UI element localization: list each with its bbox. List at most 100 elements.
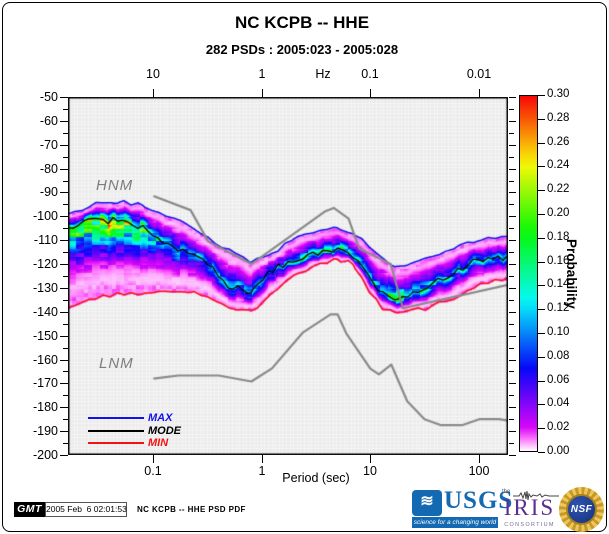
colorbar-tick [538,380,545,382]
y-axis-tick-right [509,394,514,396]
y-axis-tick [60,287,68,289]
y-axis-tick [63,323,68,325]
y-axis-tick [63,108,68,110]
y-axis-tick [63,418,68,420]
y-axis-tick-right [509,442,514,444]
y-axis-tick [60,311,68,313]
y-axis-tick-right [509,96,516,98]
usgs-tagline: science for a changing world [412,517,498,528]
y-axis-tick-right [509,370,514,372]
y-tick-label: -130 [32,281,58,295]
top-tick-label: 1 [258,67,266,81]
colorbar-tick [538,189,545,191]
top-axis-tick [478,89,480,97]
colorbar-tick-label: 0.04 [547,397,570,409]
y-tick-label: -110 [33,233,58,247]
legend-label-min: MIN [148,437,169,449]
y-axis-tick [63,180,68,182]
colorbar-tick [538,427,545,429]
y-axis-tick-right [509,215,516,217]
legend-line-max [88,417,144,419]
y-axis-tick [60,120,68,122]
y-axis-tick [63,442,68,444]
iris-consortium: CONSORTIUM [504,522,555,528]
pdf-heatmap-canvas [68,97,508,455]
colorbar-tick [538,237,545,239]
y-axis-tick [60,382,68,384]
colorbar [519,95,538,452]
top-axis-tick [261,89,263,97]
y-axis-tick-right [509,275,514,277]
y-tick-label: -100 [32,209,58,223]
legend-label-mode: MODE [148,425,181,437]
colorbar-tick-label: 0.00 [547,445,570,457]
y-axis-tick [60,263,68,265]
top-axis-tick [369,89,371,97]
plot-name: NC KCPB -- HHE PSD PDF [137,505,246,514]
colorbar-tick [538,403,545,405]
y-axis-tick [63,370,68,372]
x-tick-label: 100 [468,464,490,478]
usgs-wordmark: USGS [444,487,514,514]
y-tick-label: -60 [39,114,58,128]
y-axis-tick-right [509,191,516,193]
x-axis-label: Period (sec) [282,471,350,485]
y-axis-tick-right [509,239,516,241]
y-axis-tick-right [509,430,516,432]
bottom-axis-tick [261,455,263,463]
y-axis-tick [63,299,68,301]
y-axis-tick [63,275,68,277]
x-tick-label: 10 [363,464,377,478]
legend-line-min [88,442,144,444]
bottom-axis-tick [152,455,154,463]
y-axis-tick [60,215,68,217]
y-axis-tick-right [509,227,514,229]
y-axis-tick-right [509,120,516,122]
iris-wordmark: IRIS [503,495,556,520]
top-axis-unit-label: Hz [315,67,331,81]
colorbar-tick [538,94,545,96]
y-tick-label: -150 [32,329,58,343]
timestamp: 2005 Feb 6 02:01:53 [45,502,127,517]
y-axis-tick-right [509,251,514,253]
y-axis-tick-right [509,454,516,456]
y-axis-tick [60,454,68,456]
colorbar-tick-label: 0.08 [547,350,570,362]
y-tick-label: -120 [32,257,58,271]
colorbar-tick [538,142,545,144]
colorbar-tick-label: 0.02 [547,421,570,433]
y-axis-tick [60,144,68,146]
y-axis-tick-right [509,418,514,420]
y-axis-tick-right [509,359,516,361]
bottom-axis-tick [369,455,371,463]
colorbar-tick [538,261,545,263]
top-tick-label: 10 [146,67,160,81]
colorbar-tick-label: 0.10 [547,326,570,338]
colorbar-tick [538,284,545,286]
y-axis-tick-right [509,132,514,134]
y-axis-tick [63,227,68,229]
colorbar-tick-label: 0.20 [547,207,570,219]
nsf-logo: NSF [559,487,604,532]
y-tick-label: -80 [39,162,58,176]
y-tick-label: -160 [32,353,58,367]
top-axis-tick [152,89,154,97]
top-tick-label: 0.1 [361,67,379,81]
colorbar-tick-label: 0.06 [547,374,570,386]
colorbar-tick [538,308,545,310]
bottom-axis-tick [478,455,480,463]
y-axis-tick-right [509,299,514,301]
y-axis-tick-right [509,406,516,408]
colorbar-axis-label: Probability [564,238,579,309]
legend-line-mode [88,430,144,432]
y-axis-tick [63,132,68,134]
y-axis-tick-right [509,180,514,182]
colorbar-tick-label: 0.16 [547,255,570,267]
colorbar-tick [538,356,545,358]
usgs-logo: ≋ USGS science for a changing world [412,487,512,528]
colorbar-tick [538,213,545,215]
x-tick-label: 0.1 [144,464,162,478]
iris-logo: the IRIS CONSORTIUM [500,489,559,528]
